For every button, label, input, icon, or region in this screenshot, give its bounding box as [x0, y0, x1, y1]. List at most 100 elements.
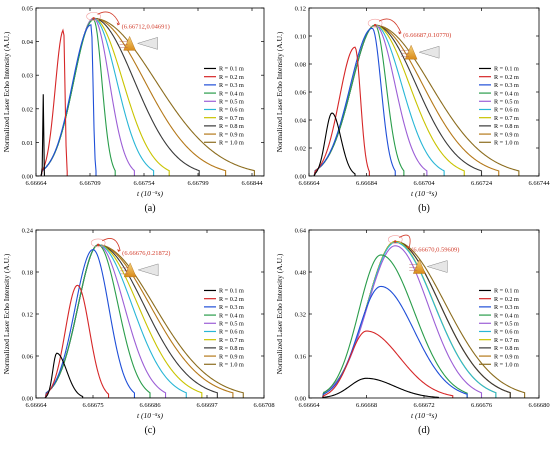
legend-label: R = 0.9 m — [494, 131, 519, 138]
detector-icon — [137, 263, 159, 277]
legend-label: R = 0.4 m — [494, 312, 519, 319]
plot-area — [36, 17, 264, 176]
legend-label: R = 1.0 m — [494, 361, 519, 368]
y-tick-label: 0.16 — [295, 354, 307, 361]
peak-highlight — [367, 18, 383, 28]
chart-panel-3: 0.00 0.06 0.12 0.18 0.24 6.66664 6.66675 6.6668… — [2, 228, 275, 437]
series-line-0-1 — [36, 352, 264, 398]
legend: R = 0.1 mR = 0.2 mR = 0.3 mR = 0.4 mR = … — [479, 288, 519, 368]
y-tick-label: 0.24 — [22, 228, 34, 235]
legend-label: R = 0.5 m — [494, 320, 519, 327]
annotation-arrow — [378, 18, 402, 34]
y-tick-label: 0.32 — [295, 312, 306, 319]
x-tick-label: 6.66709 — [79, 180, 100, 187]
peak-marker — [373, 23, 377, 27]
y-tick-label: 0.02 — [295, 146, 306, 153]
legend-label: R = 1.0 m — [219, 361, 244, 368]
plot-area — [309, 24, 539, 176]
plot-area — [36, 244, 264, 398]
legend-label: R = 0.4 m — [494, 90, 519, 97]
x-tick-label: 6.66724 — [471, 180, 493, 187]
legend-label: R = 0.3 m — [494, 304, 519, 311]
legend-label: R = 0.1 m — [494, 66, 519, 73]
x-tick-label: 6.66744 — [528, 180, 550, 187]
peak-marker — [393, 240, 397, 243]
y-tick-label: 0.64 — [295, 228, 307, 235]
legend: R = 0.1 mR = 0.2 mR = 0.3 mR = 0.4 m R = … — [479, 66, 519, 146]
legend-label: R = 0.5 m — [219, 320, 244, 327]
peak-annotation: (6.66676,0.21872) — [122, 250, 170, 257]
chart-panel-1: 0.00 0.01 0.02 0.03 0.04 0.05 6.66664 6.66709 6.… — [2, 6, 265, 214]
y-tick-label: 0.06 — [22, 354, 34, 361]
legend: R = 0.1 mR = 0.2 mR = 0.3 mR = 0.4 mR = … — [204, 288, 244, 368]
x-axis-label: t (10⁻⁵s) — [137, 411, 163, 420]
series-line-0-2 — [36, 284, 264, 398]
y-axis-label: Normalized Laser Echo Intensity (A.U.) — [275, 31, 284, 152]
legend-label: R = 0.6 m — [219, 329, 244, 336]
detector-icon — [426, 260, 448, 273]
panel-label: (d) — [418, 425, 430, 436]
y-tick-label: 0.18 — [22, 270, 33, 277]
x-tick-label: 6.66664 — [25, 180, 47, 187]
x-tick-label: 6.66684 — [356, 180, 378, 187]
arrow-head — [116, 22, 120, 26]
series-line-0-3 — [309, 27, 539, 176]
legend: R = 0.1 mR = 0.2 mR = 0.3 mR = 0.4 mR = … — [204, 66, 244, 146]
x-axis-label: t (10⁻⁵s) — [411, 189, 437, 198]
legend-label: R = 1.0 m — [494, 139, 519, 146]
y-tick-label: 0.48 — [295, 270, 306, 277]
legend-label: R = 0.5 m — [219, 98, 244, 105]
x-tick-label: 6.66697 — [196, 402, 218, 409]
peak-highlight — [86, 12, 101, 21]
x-tick-label: 6.66675 — [82, 402, 103, 409]
legend-label: R = 0.1 m — [219, 288, 244, 295]
legend-label: R = 0.4 m — [219, 90, 244, 97]
detector-icon — [136, 37, 158, 50]
y-tick-label: 0.00 — [295, 396, 306, 403]
panel-label: (b) — [418, 203, 430, 214]
legend-label: R = 0.1 m — [494, 288, 519, 295]
legend-label: R = 0.2 m — [494, 296, 519, 303]
legend-label: R = 0.2 m — [494, 74, 519, 81]
x-axis-label: t (10⁻⁵s) — [137, 189, 163, 198]
series-line-0-4 — [309, 254, 539, 398]
x-tick-label: 6.66668 — [356, 402, 377, 409]
peak-marker — [96, 243, 100, 247]
arrow-head — [398, 31, 402, 35]
y-tick-label: 0.02 — [22, 106, 33, 113]
legend-label: R = 0.7 m — [219, 115, 244, 122]
legend-label: R = 0.4 m — [219, 312, 244, 319]
annotation-arrow — [101, 238, 121, 251]
x-tick-label: 6.66676 — [471, 402, 493, 409]
legend-label: R = 0.2 m — [219, 296, 244, 303]
y-tick-label: 0.06 — [295, 90, 307, 97]
y-tick-label: 0.03 — [22, 73, 33, 80]
legend-label: R = 0.7 m — [219, 337, 244, 344]
panel-label: (c) — [144, 425, 155, 436]
arrow-head — [117, 248, 121, 252]
cone-icon — [409, 259, 448, 274]
x-tick-label: 6.66704 — [413, 180, 435, 187]
peak-annotation: (6.66712,0.04691) — [122, 23, 170, 30]
legend-label: R = 0.3 m — [219, 82, 244, 89]
series-line-0-2 — [309, 330, 539, 398]
legend-label: R = 0.3 m — [494, 82, 519, 89]
legend-label: R = 0.7 m — [494, 337, 519, 344]
detector-icon — [418, 45, 440, 59]
legend-label: R = 0.9 m — [494, 353, 519, 360]
legend-label: R = 0.9 m — [219, 131, 244, 138]
series-line-0-4 — [36, 244, 264, 398]
series-line-0-1 — [309, 377, 539, 398]
x-tick-label: 6.66686 — [139, 402, 161, 409]
x-axis-label: t (10⁻⁵s) — [411, 411, 437, 420]
y-tick-label: 0.00 — [295, 174, 306, 181]
peak-highlight — [387, 235, 403, 244]
legend-label: R = 0.2 m — [219, 74, 244, 81]
legend-label: R = 0.3 m — [219, 304, 244, 311]
cone-icon — [120, 262, 159, 278]
y-tick-label: 0.04 — [22, 39, 34, 46]
y-axis-label: Normalized Laser Echo Intensity (A.U.) — [2, 253, 11, 374]
y-tick-label: 0.12 — [22, 312, 33, 319]
legend-label: R = 0.8 m — [494, 123, 519, 130]
